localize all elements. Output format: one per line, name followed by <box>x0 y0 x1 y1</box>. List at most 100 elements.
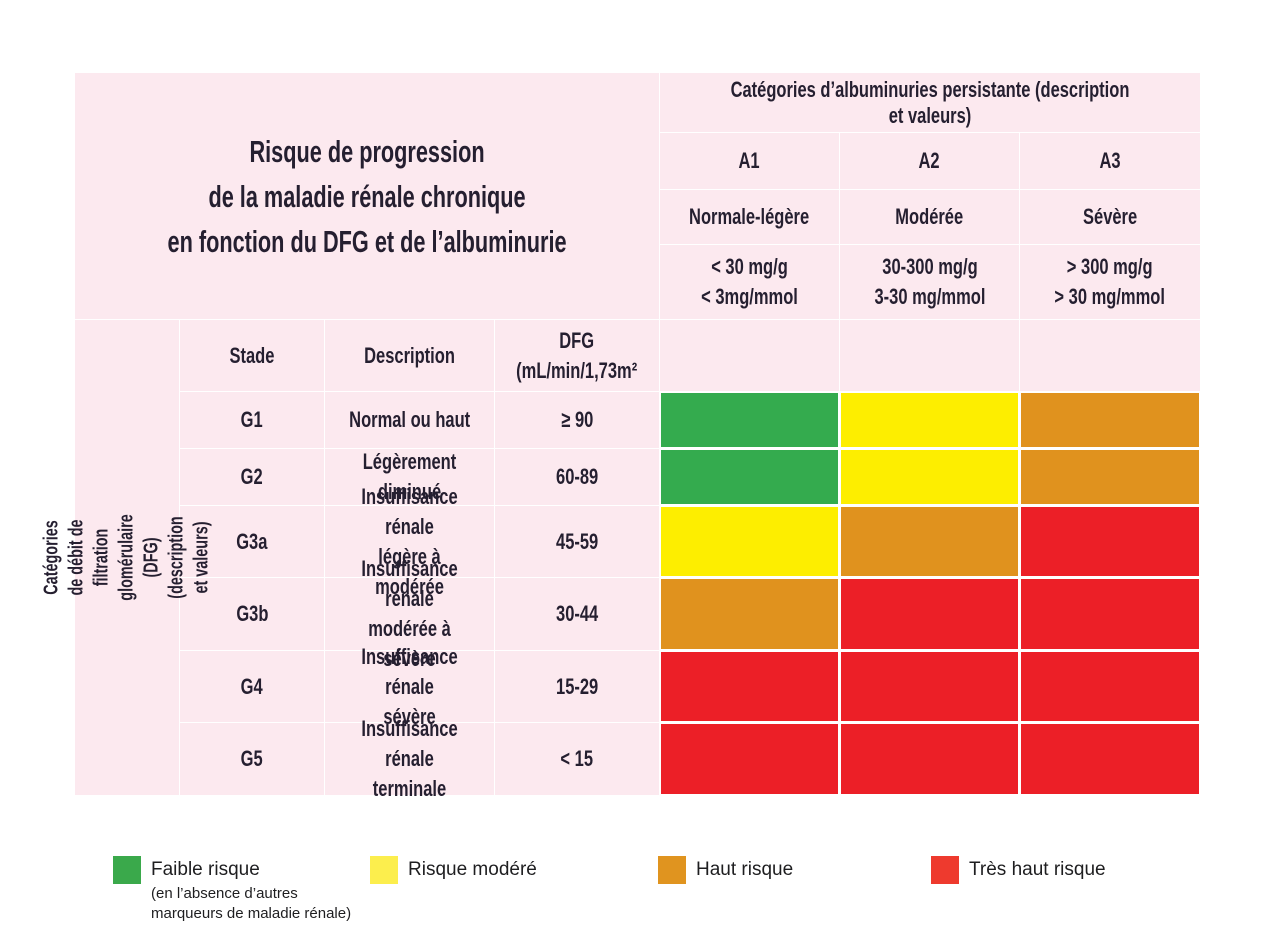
row-g1-stade-cell: G1 <box>180 392 324 448</box>
risk-cell-g4-a2 <box>840 651 1019 722</box>
empty-cell-a2 <box>840 320 1019 391</box>
row-g5-dfg-cell: < 15 <box>495 723 659 795</box>
header-stade: Stade <box>229 342 275 368</box>
row-g1-description-cell: Normal ou haut <box>325 392 494 448</box>
header-stade-cell: Stade <box>180 320 324 391</box>
row-g3b-dfg-cell: 30-44 <box>495 578 659 650</box>
risk-cell-g3a-a3 <box>1020 506 1200 577</box>
albuminuria-a1-description-cell: Normale-légère <box>660 190 839 244</box>
row-g1-dfg-cell: ≥ 90 <box>495 392 659 448</box>
row-g3a-dfg: 45-59 <box>555 528 599 554</box>
ckd-risk-table: Risque de progression de la maladie réna… <box>41 73 1200 801</box>
albuminuria-a2-values: 30-300 mg/g 3-30 mg/mmol <box>874 254 985 309</box>
risk-cell-g1-a1 <box>660 392 839 448</box>
risk-cell-g1-a2 <box>840 392 1019 448</box>
row-g5-dfg: < 15 <box>560 746 594 771</box>
row-g2-stade-cell: G2 <box>180 449 324 505</box>
risk-cell-g5-a3 <box>1020 723 1200 795</box>
moderate-risk-label: Risque modéré <box>408 859 537 880</box>
albuminuria-a3-code-cell: A3 <box>1020 133 1200 189</box>
row-g5-description: Insuffisance rénale terminale <box>361 716 458 801</box>
albuminuria-a2-code: A2 <box>918 148 941 173</box>
empty-cell-a1 <box>660 320 839 391</box>
albuminuria-a3-description: Sévère <box>1082 204 1138 229</box>
row-g4-dfg-cell: 15-29 <box>495 651 659 722</box>
risk-cell-g4-a1 <box>660 651 839 722</box>
table-title: Risque de progression de la maladie réna… <box>167 133 567 259</box>
albuminuria-a2-code-cell: A2 <box>840 133 1019 189</box>
row-g2-description-cell: Légèrement diminué <box>325 449 494 505</box>
risk-cell-g4-a3 <box>1020 651 1200 722</box>
row-g2-dfg: 60-89 <box>555 464 599 489</box>
very-high-risk-label: Très haut risque <box>969 859 1106 880</box>
low-risk-swatch <box>113 856 141 884</box>
header-dfg-cell: DFG (mL/min/1,73m² <box>495 320 659 391</box>
table-title-cell: Risque de progression de la maladie réna… <box>75 73 659 319</box>
albuminuria-a3-description-cell: Sévère <box>1020 190 1200 244</box>
risk-cell-g3b-a3 <box>1020 578 1200 650</box>
header-description: Description <box>364 342 455 368</box>
dfg-side-label-cell: Catégories de débit de filtration glomér… <box>41 320 213 795</box>
albuminuria-a2-values-cell: 30-300 mg/g 3-30 mg/mmol <box>840 245 1019 319</box>
row-g4-stade-cell: G4 <box>180 651 324 722</box>
low-risk-text: Faible risque (en l’absence d’autres mar… <box>151 856 351 924</box>
albuminuria-a1-code-cell: A1 <box>660 133 839 189</box>
header-dfg: DFG (mL/min/1,73m² <box>516 327 638 383</box>
row-g3a-stade: G3a <box>236 528 268 554</box>
row-g5-description-cell: Insuffisance rénale terminale <box>325 716 494 801</box>
row-g4-stade: G4 <box>240 673 264 699</box>
legend-item-very-high-risk: Très haut risque <box>931 856 1106 884</box>
risk-cell-g5-a1 <box>660 723 839 795</box>
risk-cell-g2-a1 <box>660 449 839 505</box>
albuminuria-a1-values-cell: < 30 mg/g < 3mg/mmol <box>660 245 839 319</box>
row-g4-description-cell: Insuffisance rénale sévère <box>325 644 494 729</box>
legend-item-low-risk: Faible risque (en l’absence d’autres mar… <box>113 856 351 924</box>
risk-cell-g3b-a1 <box>660 578 839 650</box>
dfg-side-label: Catégories de débit de filtration glomér… <box>40 514 213 601</box>
albuminuria-a2-description-cell: Modérée <box>840 190 1019 244</box>
row-g1-dfg: ≥ 90 <box>560 407 593 432</box>
albuminuria-a1-values: < 30 mg/g < 3mg/mmol <box>701 254 798 309</box>
row-g2-description: Légèrement diminué <box>362 449 457 504</box>
risk-cell-g1-a3 <box>1020 392 1200 448</box>
row-g4-description: Insuffisance rénale sévère <box>361 643 458 729</box>
row-g3a-dfg-cell: 45-59 <box>495 506 659 577</box>
albuminuria-header: Catégories d’albuminuries persistante (d… <box>730 76 1130 128</box>
header-description-cell: Description <box>325 320 494 391</box>
empty-cell-a3 <box>1020 320 1200 391</box>
risk-cell-g5-a2 <box>840 723 1019 795</box>
very-high-risk-swatch <box>931 856 959 884</box>
risk-cell-g3a-a1 <box>660 506 839 577</box>
row-g3b-stade-cell: G3b <box>180 578 324 650</box>
albuminuria-a3-values: > 300 mg/g > 30 mg/mmol <box>1054 254 1166 309</box>
albuminuria-a1-code: A1 <box>738 148 761 173</box>
row-g2-stade: G2 <box>240 464 264 489</box>
low-risk-sublabel: (en l’absence d’autres marqueurs de mala… <box>151 885 352 922</box>
high-risk-label: Haut risque <box>696 859 794 880</box>
risk-cell-g2-a2 <box>840 449 1019 505</box>
albuminuria-header-cell: Catégories d’albuminuries persistante (d… <box>660 73 1200 132</box>
row-g1-description: Normal ou haut <box>348 407 471 432</box>
risk-cell-g3b-a2 <box>840 578 1019 650</box>
row-g5-stade-cell: G5 <box>180 723 324 795</box>
moderate-risk-swatch <box>370 856 398 884</box>
row-g3b-description-cell: Insuffisance rénale modérée à sévère <box>325 556 494 671</box>
row-g3b-description: Insuffisance rénale modérée à sévère <box>361 556 458 671</box>
row-g5-stade: G5 <box>240 746 264 771</box>
legend-item-moderate-risk: Risque modéré <box>370 856 537 884</box>
albuminuria-a3-values-cell: > 300 mg/g > 30 mg/mmol <box>1020 245 1200 319</box>
risk-cell-g2-a3 <box>1020 449 1200 505</box>
legend-item-high-risk: Haut risque <box>658 856 793 884</box>
row-g3a-description: Insuffisance rénale légère à modérée <box>361 483 458 599</box>
row-g1-stade: G1 <box>240 407 264 432</box>
high-risk-swatch <box>658 856 686 884</box>
row-g4-dfg: 15-29 <box>555 673 599 699</box>
low-risk-label: Faible risque <box>151 859 260 880</box>
row-g3a-stade-cell: G3a <box>180 506 324 577</box>
row-g2-dfg-cell: 60-89 <box>495 449 659 505</box>
albuminuria-a1-description: Normale-légère <box>689 204 810 229</box>
row-g3b-stade: G3b <box>235 601 269 626</box>
row-g3a-description-cell: Insuffisance rénale légère à modérée <box>325 484 494 599</box>
albuminuria-a2-description: Modérée <box>895 204 964 229</box>
